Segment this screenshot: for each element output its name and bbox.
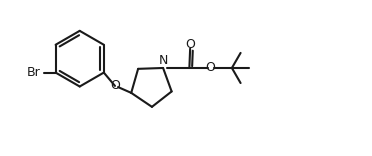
Text: N: N	[158, 54, 168, 67]
Text: O: O	[110, 79, 120, 92]
Text: O: O	[206, 61, 215, 74]
Text: O: O	[185, 37, 195, 51]
Text: Br: Br	[27, 66, 41, 79]
